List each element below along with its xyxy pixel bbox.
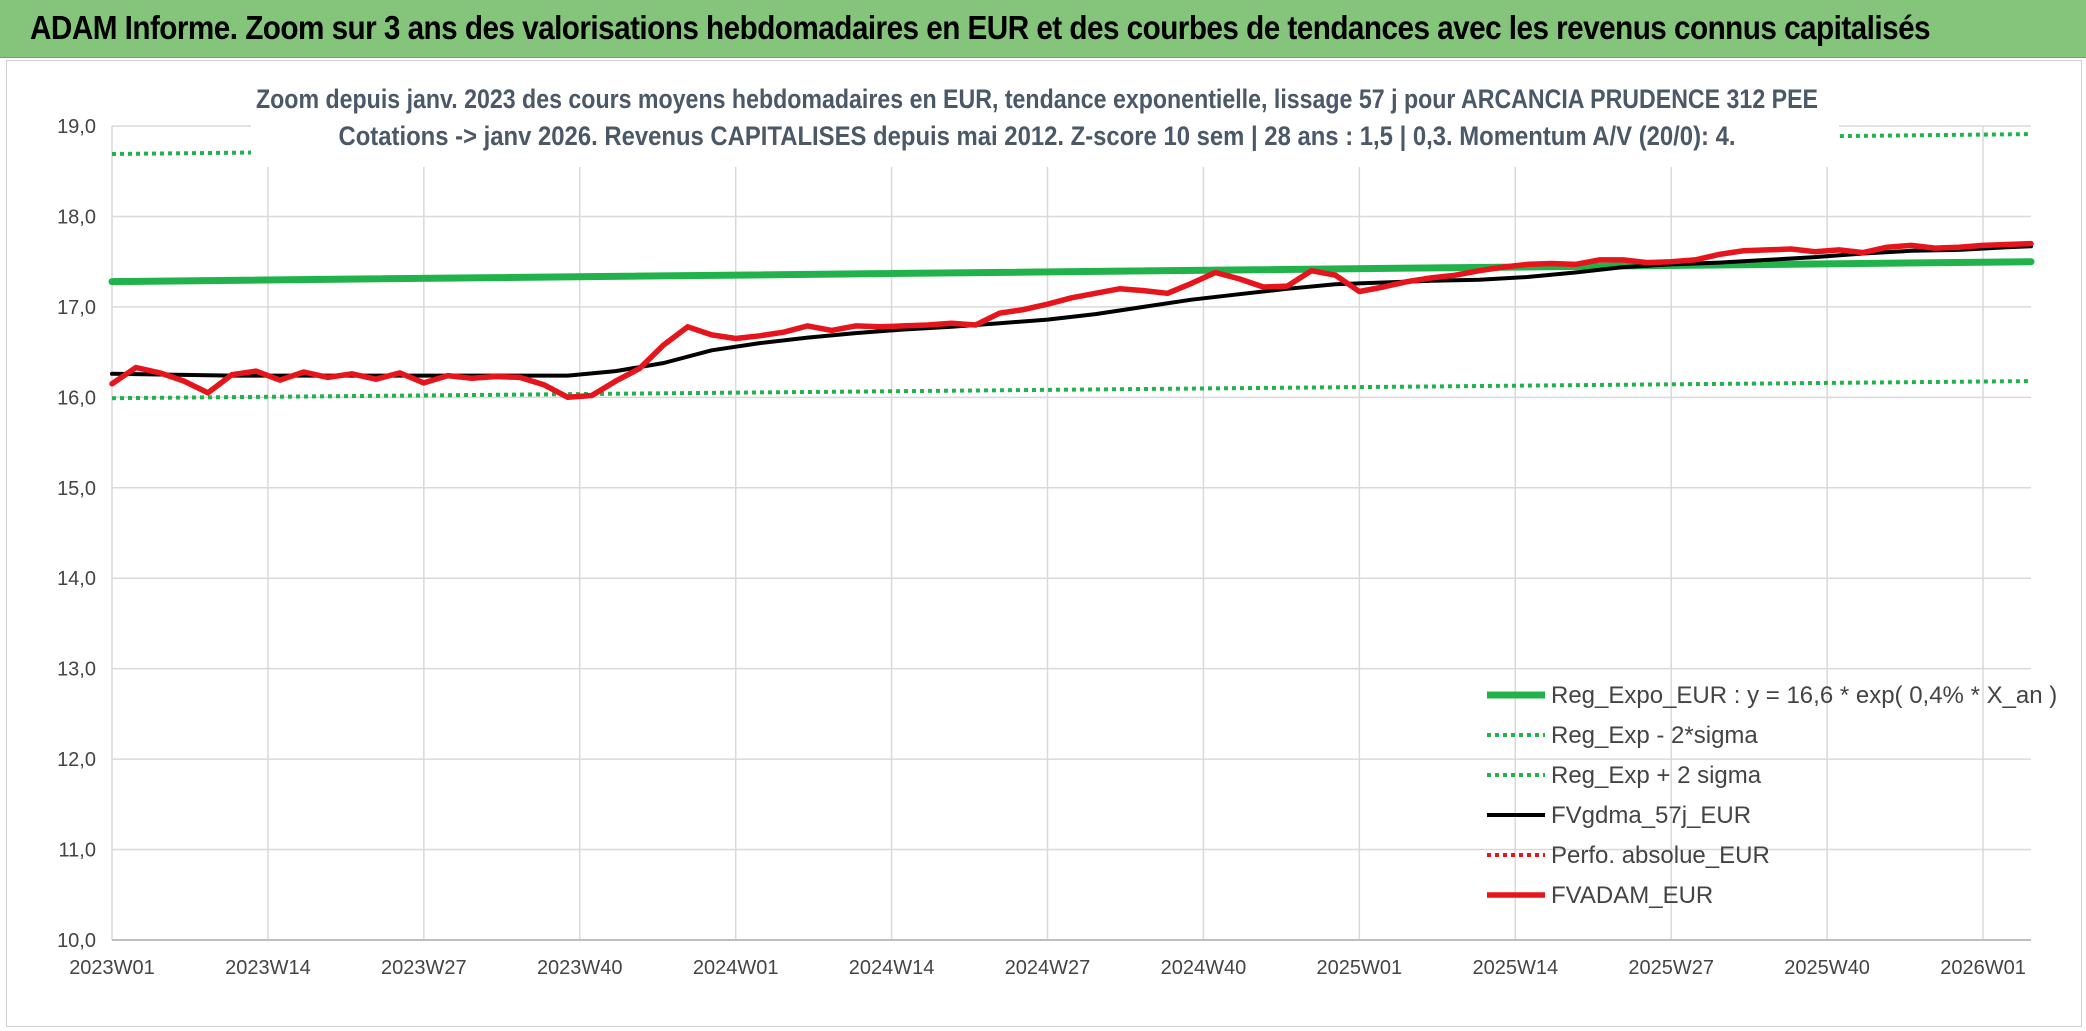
y-tick-label: 10,0 <box>57 930 96 952</box>
legend: Reg_Expo_EUR : y = 16,6 * exp( 0,4% * X_… <box>1487 682 2057 909</box>
y-tick-label: 14,0 <box>57 568 96 590</box>
header-bar: ADAM Informe. Zoom sur 3 ans des valoris… <box>0 0 2086 58</box>
reg-expo-line <box>108 258 2035 286</box>
y-tick-label: 13,0 <box>57 659 96 681</box>
y-tick-label: 11,0 <box>59 840 96 862</box>
legend-label: Reg_Exp - 2*sigma <box>1551 722 1758 749</box>
x-tick-label: 2025W01 <box>1317 957 1403 979</box>
legend-label: FVADAM_EUR <box>1551 882 1713 909</box>
chart-title-line2: Cotations -> janv 2026. Revenus CAPITALI… <box>339 121 1736 151</box>
chart-frame: Zoom depuis janv. 2023 des cours moyens … <box>6 60 2082 1027</box>
y-tick-label: 16,0 <box>57 387 96 409</box>
x-tick-label: 2023W27 <box>381 957 467 979</box>
line-chart: Zoom depuis janv. 2023 des cours moyens … <box>57 65 2057 979</box>
x-tick-label: 2025W40 <box>1784 957 1870 979</box>
x-axis-ticks: 2023W01 2023W14 2023W27 2023W40 2024W01 2024W… <box>69 957 2026 979</box>
y-tick-label: 15,0 <box>57 478 96 500</box>
x-tick-label: 2024W27 <box>1005 957 1091 979</box>
y-tick-label: 18,0 <box>57 206 96 228</box>
x-tick-label: 2025W27 <box>1628 957 1714 979</box>
x-tick-label: 2023W40 <box>537 957 623 979</box>
report-title: ADAM Informe. Zoom sur 3 ans des valoris… <box>30 9 1931 46</box>
y-tick-label: 17,0 <box>57 297 96 319</box>
x-tick-label: 2023W01 <box>69 957 155 979</box>
x-tick-label: 2026W01 <box>1940 957 2026 979</box>
y-axis-ticks: 10,0 11,0 12,0 13,0 14,0 15,0 16,0 17,0 18,0 19,0 <box>57 116 96 952</box>
fvadam-line <box>109 240 2034 401</box>
x-tick-label: 2024W01 <box>693 957 779 979</box>
series-layer <box>108 132 2035 401</box>
legend-label: Reg_Exp + 2 sigma <box>1551 762 1762 789</box>
x-tick-label: 2024W40 <box>1161 957 1247 979</box>
reg-minus-2sigma-line <box>111 379 2032 401</box>
fvgdma-line <box>110 244 2033 378</box>
chart-title-line1: Zoom depuis janv. 2023 des cours moyens … <box>256 84 1818 114</box>
x-tick-label: 2025W14 <box>1472 957 1558 979</box>
subtitle-background <box>251 65 1839 167</box>
x-tick-label: 2024W14 <box>849 957 935 979</box>
x-tick-label: 2023W14 <box>225 957 311 979</box>
legend-label: FVgdma_57j_EUR <box>1551 802 1751 829</box>
y-tick-label: 12,0 <box>57 749 96 771</box>
legend-label: Perfo. absolue_EUR <box>1551 842 1770 869</box>
y-tick-label: 19,0 <box>57 116 96 138</box>
grid <box>111 125 2031 941</box>
legend-label: Reg_Expo_EUR : y = 16,6 * exp( 0,4% * X_… <box>1551 682 2057 709</box>
